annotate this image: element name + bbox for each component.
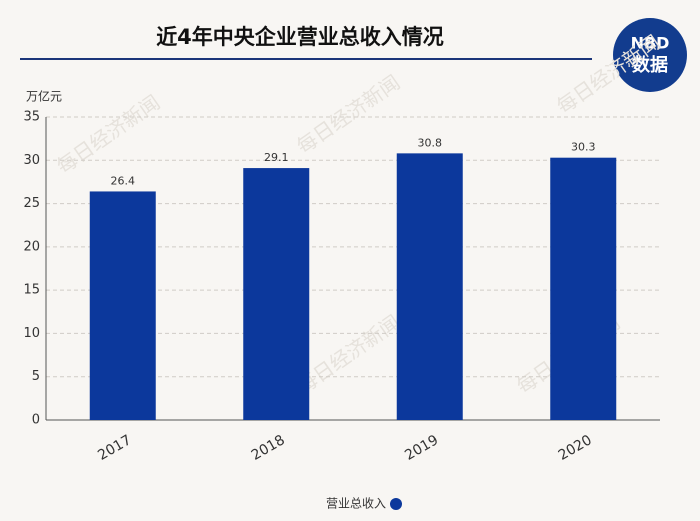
bar <box>550 157 617 420</box>
value-label: 26.4 <box>111 174 136 187</box>
bar <box>243 168 310 420</box>
legend-label: 营业总收入 <box>326 497 386 511</box>
y-tick-label: 0 <box>32 413 40 428</box>
y-tick-label: 30 <box>23 153 40 168</box>
y-tick-label: 15 <box>23 283 40 298</box>
bar <box>396 153 463 421</box>
chart-title: 近4年中央企业营业总收入情况 <box>156 25 444 49</box>
y-tick-label: 25 <box>23 196 40 211</box>
y-axis-label: 万亿元 <box>26 89 62 104</box>
y-tick-label: 10 <box>23 326 40 341</box>
logo-circle <box>613 18 687 92</box>
legend-swatch <box>390 498 402 510</box>
y-tick-label: 5 <box>32 369 40 384</box>
logo-top: NBD <box>631 34 670 53</box>
y-tick-label: 20 <box>23 239 40 254</box>
value-label: 29.1 <box>264 151 289 164</box>
bar <box>89 191 156 420</box>
value-label: 30.8 <box>418 136 443 149</box>
logo-bottom: 数据 <box>632 54 668 76</box>
value-label: 30.3 <box>571 141 596 154</box>
y-tick-label: 35 <box>23 110 40 125</box>
